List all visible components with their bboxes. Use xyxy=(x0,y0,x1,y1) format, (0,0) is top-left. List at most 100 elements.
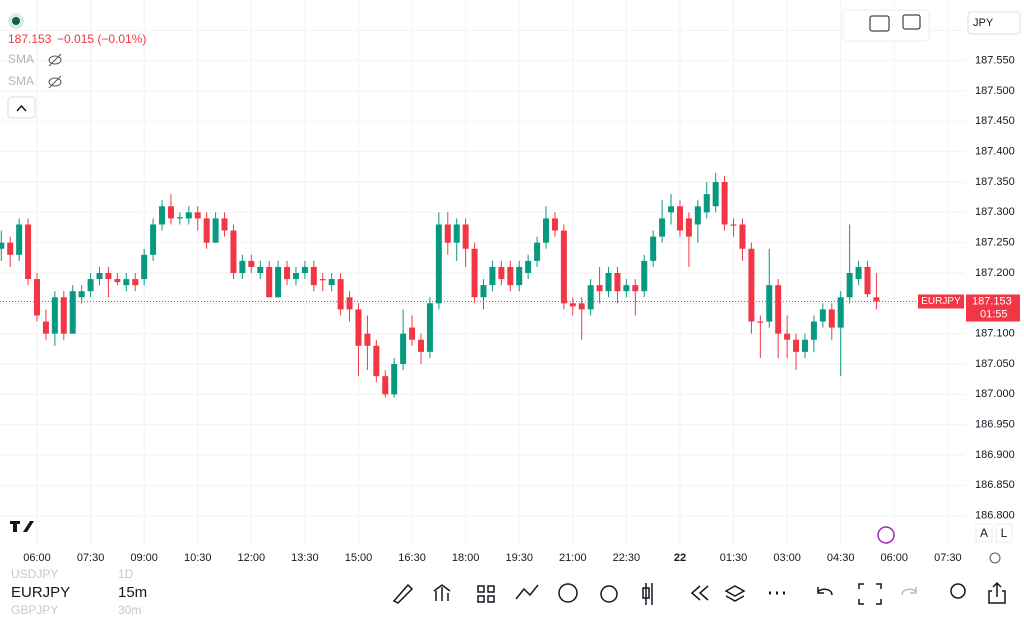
candle-body xyxy=(203,218,210,243)
candle-body xyxy=(721,182,728,225)
candle-body xyxy=(543,218,550,243)
x-tick-label: 18:00 xyxy=(452,552,480,564)
candle-body xyxy=(596,285,603,292)
candle-body xyxy=(105,273,112,280)
countdown-label: 01:55 xyxy=(980,308,1008,320)
interval-option[interactable]: 1D xyxy=(118,567,134,581)
settings-icon[interactable] xyxy=(989,552,1001,564)
redo-icon[interactable] xyxy=(901,587,917,596)
candle-body xyxy=(123,279,130,286)
currency-label[interactable]: JPY xyxy=(973,17,994,29)
status-dot xyxy=(12,17,20,25)
candle-body xyxy=(435,224,442,304)
indicator-label: SMA xyxy=(8,74,34,88)
alert-clock-icon[interactable] xyxy=(600,585,618,603)
candle-body xyxy=(471,248,478,298)
candle-body xyxy=(400,333,407,364)
candle-body xyxy=(301,266,308,273)
draw-icon[interactable] xyxy=(392,583,414,604)
y-tick-label: 187.500 xyxy=(975,85,1015,97)
candle-body xyxy=(266,266,273,298)
candle-body xyxy=(873,297,880,302)
alert-icon[interactable] xyxy=(877,526,895,544)
x-tick-label: 04:30 xyxy=(827,552,855,564)
x-tick-label: 12:00 xyxy=(238,552,266,564)
candle-body xyxy=(569,303,576,307)
candle-body xyxy=(382,376,389,395)
candle-body xyxy=(150,224,157,255)
symbol-option[interactable]: USDJPY xyxy=(11,567,59,581)
candle-body xyxy=(828,309,835,328)
log-scale-label[interactable]: L xyxy=(1001,526,1008,540)
candle-body xyxy=(60,297,67,334)
candle-body xyxy=(391,364,398,395)
currency-button[interactable] xyxy=(967,11,1021,35)
candle-body xyxy=(141,254,148,280)
candle-body xyxy=(462,224,469,249)
candle-body xyxy=(212,218,219,243)
candle-body xyxy=(167,206,174,219)
undo-icon[interactable] xyxy=(817,587,833,596)
fullscreen-icon[interactable] xyxy=(858,583,882,605)
candle-body xyxy=(748,248,755,322)
candle-body xyxy=(507,266,514,286)
interval-selected[interactable]: 15m xyxy=(118,584,148,601)
y-tick-label: 187.000 xyxy=(975,388,1015,400)
text-icon[interactable] xyxy=(902,14,921,30)
x-tick-label: 19:30 xyxy=(505,552,533,564)
y-tick-label: 187.200 xyxy=(975,267,1015,279)
collapse-button[interactable] xyxy=(7,96,36,119)
candle-body xyxy=(284,266,291,280)
candle-body xyxy=(801,339,808,352)
bottom-toolbar xyxy=(392,581,1006,605)
compare-icon[interactable] xyxy=(515,584,539,600)
price-tag xyxy=(966,294,1020,322)
x-tick-label: 06:00 xyxy=(881,552,909,564)
candle-body xyxy=(176,217,183,219)
candle-body xyxy=(355,309,362,346)
legend-change: −0.015 (−0.01%) xyxy=(57,32,146,46)
eye-off-icon[interactable] xyxy=(48,75,62,89)
y-tick-label: 186.800 xyxy=(975,510,1015,522)
layout-icon[interactable] xyxy=(477,585,495,603)
ideas-icon[interactable] xyxy=(950,583,966,599)
replay-icon[interactable] xyxy=(690,585,709,601)
chart-type-icon[interactable] xyxy=(642,583,653,605)
symbol-selected[interactable]: EURJPY xyxy=(11,584,71,601)
candle-body xyxy=(855,266,862,280)
candle-body xyxy=(489,266,496,286)
symbol-option[interactable]: GBPJPY xyxy=(11,603,59,617)
chevron-icon xyxy=(16,104,27,112)
share-icon[interactable] xyxy=(988,581,1006,604)
auto-scale-button[interactable] xyxy=(975,523,993,543)
indicator-label: SMA xyxy=(8,52,34,66)
candle-body xyxy=(632,285,639,292)
add-icon[interactable] xyxy=(558,583,578,603)
candle-body xyxy=(346,297,353,310)
candle-body xyxy=(319,279,326,281)
x-tick-label: 06:00 xyxy=(23,552,51,564)
candle-body xyxy=(96,273,103,280)
comment-icon[interactable] xyxy=(869,15,890,32)
layers-icon[interactable] xyxy=(724,585,746,602)
candle-body xyxy=(275,266,282,298)
log-scale-button[interactable] xyxy=(995,523,1013,543)
y-tick-label: 187.050 xyxy=(975,358,1015,370)
y-tick-label: 186.850 xyxy=(975,479,1015,491)
eye-off-icon[interactable] xyxy=(48,53,62,67)
floating-toolbar xyxy=(842,9,930,42)
candle-body xyxy=(257,266,264,273)
candle-body xyxy=(69,291,76,334)
auto-scale-label[interactable]: A xyxy=(980,526,988,540)
candle-body xyxy=(605,273,612,292)
x-tick-label: 22:30 xyxy=(613,552,641,564)
candle-body xyxy=(516,266,523,286)
x-tick-label: 13:30 xyxy=(291,552,319,564)
candle-body xyxy=(310,266,317,286)
candle-body xyxy=(668,206,675,213)
interval-option[interactable]: 30m xyxy=(118,603,142,617)
y-tick-label: 187.300 xyxy=(975,206,1015,218)
candle-body xyxy=(78,291,85,298)
indicators-icon[interactable] xyxy=(433,584,451,601)
